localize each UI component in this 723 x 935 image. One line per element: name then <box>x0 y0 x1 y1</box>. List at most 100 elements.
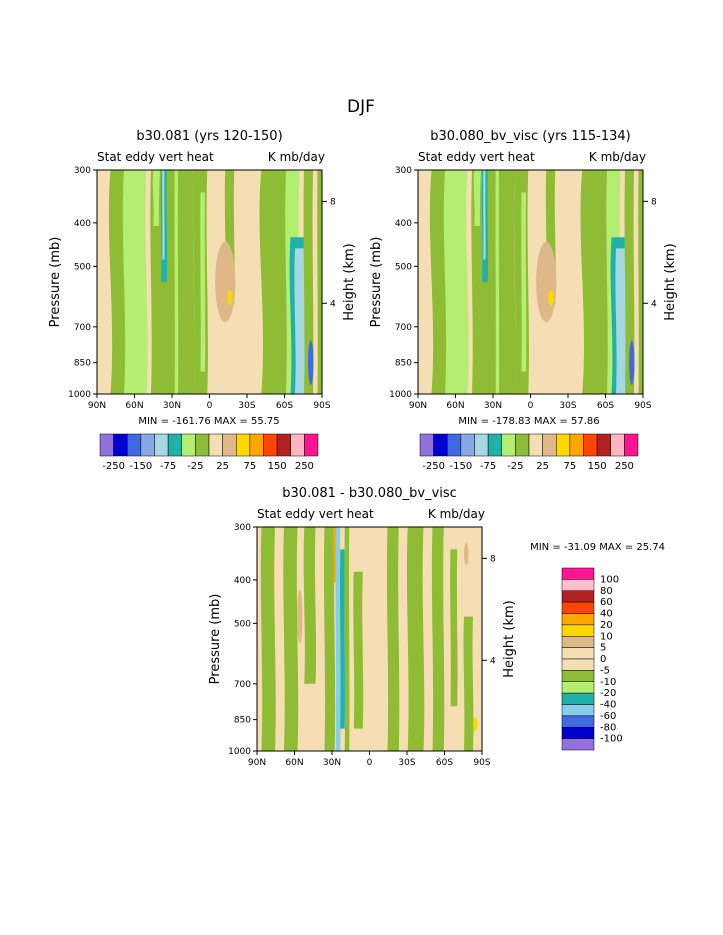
colorbar-swatch <box>195 433 210 457</box>
panel-title: b30.081 - b30.080_bv_visc <box>282 486 457 501</box>
y-axis-label: Pressure (mb) <box>369 237 384 328</box>
y-tick-label: 300 <box>234 523 251 533</box>
y-tick-label: 1000 <box>228 747 251 757</box>
y-tick-label: 700 <box>234 680 251 690</box>
units-label: K mb/day <box>589 150 646 164</box>
y2-tick-label: 4 <box>330 299 336 309</box>
contour-band <box>335 527 341 751</box>
contour-band <box>177 170 195 394</box>
colorbar-label: -10 <box>600 677 616 688</box>
variable-label: Stat eddy vert heat <box>257 507 374 521</box>
y2-tick-label: 4 <box>651 299 657 309</box>
units-label: K mb/day <box>268 150 325 164</box>
colorbar-label: -25 <box>507 461 523 472</box>
colorbar-label: 75 <box>244 461 257 472</box>
colorbar-swatch <box>127 433 142 457</box>
x-tick-label: 60N <box>446 401 464 411</box>
panel-title: b30.080_bv_visc (yrs 115-134) <box>430 129 630 144</box>
y-tick-label: 300 <box>74 166 91 176</box>
colorbar-swatch <box>561 624 595 637</box>
y2-tick-label: 8 <box>490 554 496 564</box>
y-tick-label: 700 <box>74 323 91 333</box>
variable-label: Stat eddy vert heat <box>418 150 535 164</box>
colorbar-label: -250 <box>102 461 125 472</box>
contour-band <box>483 170 486 260</box>
x-tick-label: 0 <box>207 401 213 411</box>
contour-blob <box>464 542 469 566</box>
contour-band <box>323 527 336 751</box>
colorbar-swatch <box>561 636 595 648</box>
contour-band <box>162 170 165 260</box>
contour-band <box>615 248 628 394</box>
colorbar-label: -80 <box>600 722 616 733</box>
colorbar-swatch <box>263 433 278 457</box>
colorbar-swatch <box>561 601 595 614</box>
contour-band <box>386 527 400 751</box>
x-tick-label: 60S <box>276 401 293 411</box>
colorbar-swatch <box>561 738 595 751</box>
x-tick-label: 0 <box>367 758 373 768</box>
contour-blob <box>548 289 554 306</box>
contour-band <box>303 527 317 684</box>
colorbar-label: 250 <box>295 461 314 472</box>
colorbar-swatch <box>236 433 251 457</box>
contour-field <box>418 170 643 394</box>
x-tick-label: 60N <box>285 758 303 768</box>
x-tick-label: 90N <box>88 401 106 411</box>
panel-3: b30.081 - b30.080_bv_visc Stat eddy vert … <box>208 486 517 768</box>
colorbar-swatch <box>624 433 639 457</box>
y2-tick-label: 8 <box>330 197 336 207</box>
y-tick-label: 500 <box>234 619 251 629</box>
colorbar-2: -250 -150 -75 -25 25 75 150 250 MIN = -178.83 MA… <box>419 416 639 472</box>
y-tick-label: 500 <box>74 262 91 272</box>
colorbar-swatch <box>561 681 595 694</box>
contour-blob <box>297 589 303 644</box>
panel-1: b30.081 (yrs 120-150) Stat eddy vert heat… <box>48 129 357 411</box>
colorbar-1: -250 -150 -75 -25 25 75 150 250 MIN = -161.76 MA… <box>99 416 319 472</box>
y-tick-label: 700 <box>395 323 412 333</box>
x-tick-label: 30N <box>484 401 502 411</box>
colorbar-label: -20 <box>600 688 616 699</box>
colorbar-label: 100 <box>600 574 619 585</box>
colorbar-label: 80 <box>600 586 613 597</box>
colorbar-swatch <box>140 433 155 457</box>
contour-blob <box>629 340 635 386</box>
contour-band <box>174 170 179 394</box>
colorbar-label: -60 <box>600 711 616 722</box>
contour-blob <box>473 717 478 731</box>
contour-band <box>294 248 307 394</box>
contour-band <box>340 549 345 729</box>
y-tick-label: 500 <box>395 262 412 272</box>
colorbar-swatch <box>304 433 319 457</box>
contour-band <box>521 192 527 372</box>
colorbar-swatch <box>249 433 264 457</box>
colorbar-label: 40 <box>600 609 613 620</box>
contour-band <box>200 192 206 372</box>
min-max-label: MIN = -161.76 MAX = 55.75 <box>138 416 279 427</box>
colorbar-label: 5 <box>600 643 606 654</box>
contour-band <box>317 170 322 394</box>
colorbar-swatch <box>99 433 114 457</box>
colorbar-swatch <box>222 433 237 457</box>
colorbar-label: 150 <box>588 461 607 472</box>
colorbar-label: 75 <box>564 461 577 472</box>
panel-title: b30.081 (yrs 120-150) <box>136 129 282 144</box>
contour-field <box>257 527 482 751</box>
y-axis-label: Pressure (mb) <box>208 594 223 685</box>
y-tick-label: 850 <box>74 359 91 369</box>
colorbar-swatch <box>419 433 434 457</box>
colorbar-swatch <box>561 613 595 626</box>
contour-band <box>495 170 500 394</box>
min-max-label: MIN = -178.83 MAX = 57.86 <box>458 416 599 427</box>
contour-band <box>498 170 516 394</box>
colorbar-label: 20 <box>600 620 613 631</box>
y2-axis-label: Height (km) <box>342 243 357 320</box>
y-tick-label: 850 <box>234 716 251 726</box>
x-tick-label: 60N <box>125 401 143 411</box>
colorbar-swatch <box>561 670 595 682</box>
contour-blob <box>308 340 314 386</box>
x-tick-label: 30N <box>323 758 341 768</box>
x-tick-label: 0 <box>528 401 534 411</box>
y-tick-label: 300 <box>395 166 412 176</box>
